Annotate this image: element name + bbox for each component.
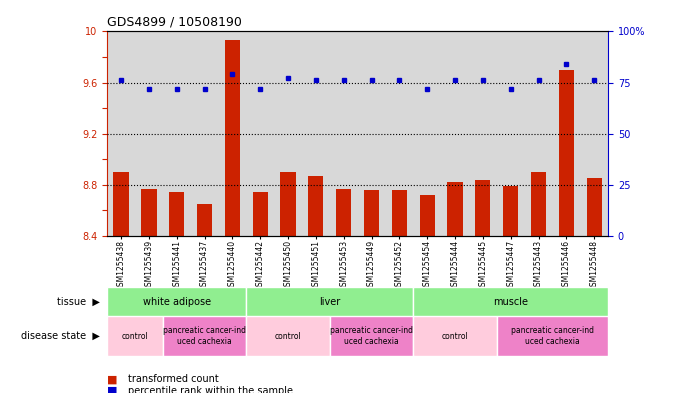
Bar xyxy=(497,316,608,356)
Text: percentile rank within the sample: percentile rank within the sample xyxy=(128,386,293,393)
Bar xyxy=(246,316,330,356)
Bar xyxy=(246,287,413,316)
Bar xyxy=(413,287,608,316)
Text: pancreatic cancer-ind
uced cachexia: pancreatic cancer-ind uced cachexia xyxy=(511,326,594,346)
Bar xyxy=(330,316,413,356)
Bar xyxy=(107,287,246,316)
Bar xyxy=(141,189,156,236)
Bar xyxy=(336,189,351,236)
Text: control: control xyxy=(274,332,301,340)
Text: pancreatic cancer-ind
uced cachexia: pancreatic cancer-ind uced cachexia xyxy=(163,326,246,346)
Bar xyxy=(113,172,129,236)
Text: control: control xyxy=(442,332,468,340)
Text: pancreatic cancer-ind
uced cachexia: pancreatic cancer-ind uced cachexia xyxy=(330,326,413,346)
Bar xyxy=(308,176,323,236)
Text: liver: liver xyxy=(319,297,341,307)
Bar xyxy=(364,190,379,236)
Bar xyxy=(197,204,212,236)
Text: GDS4899 / 10508190: GDS4899 / 10508190 xyxy=(107,16,242,29)
Text: ■: ■ xyxy=(107,386,117,393)
Bar xyxy=(559,70,574,236)
Bar xyxy=(392,190,407,236)
Text: transformed count: transformed count xyxy=(128,374,218,384)
Text: tissue  ▶: tissue ▶ xyxy=(57,297,100,307)
Bar xyxy=(107,316,163,356)
Bar xyxy=(587,178,602,236)
Bar xyxy=(225,40,240,236)
Bar xyxy=(531,172,546,236)
Text: control: control xyxy=(122,332,149,340)
Text: disease state  ▶: disease state ▶ xyxy=(21,331,100,341)
Bar xyxy=(169,192,184,236)
Bar xyxy=(503,186,518,236)
Text: muscle: muscle xyxy=(493,297,528,307)
Bar xyxy=(447,182,463,236)
Text: ■: ■ xyxy=(107,374,117,384)
Bar xyxy=(475,180,491,236)
Bar xyxy=(413,316,497,356)
Bar xyxy=(281,172,296,236)
Bar xyxy=(163,316,246,356)
Bar xyxy=(252,192,268,236)
Text: white adipose: white adipose xyxy=(142,297,211,307)
Bar xyxy=(419,195,435,236)
